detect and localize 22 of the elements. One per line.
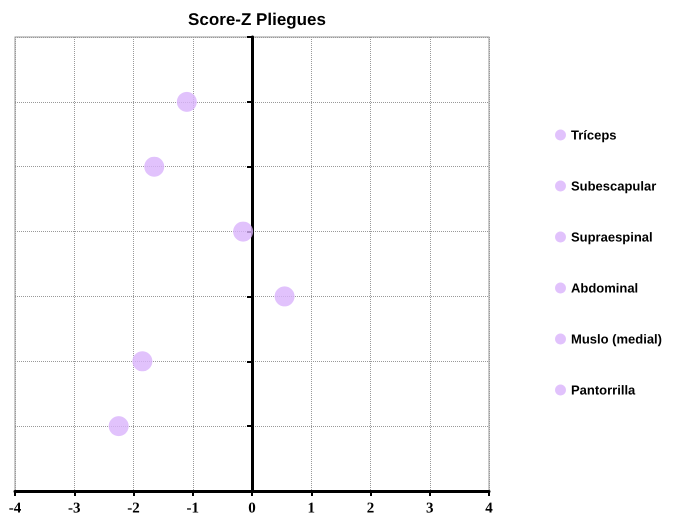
x-tick-label: -1	[186, 500, 199, 516]
legend-label: Muslo (medial)	[570, 332, 662, 346]
point	[144, 156, 164, 177]
x-tick-label: 1	[308, 500, 315, 516]
point	[132, 351, 152, 372]
legend-label: Supraespinal	[570, 230, 653, 244]
legend-label: Subescapular	[570, 178, 656, 194]
x-tick-label: 2	[366, 500, 374, 516]
legend-label: Abdominal	[570, 280, 638, 296]
x-tick-label: 0	[248, 500, 256, 516]
point	[274, 286, 295, 306]
point	[176, 92, 197, 112]
x-tick-label: 4	[485, 500, 494, 516]
point	[108, 416, 129, 436]
legend-label: Tríceps	[570, 128, 617, 142]
x-tick-label: -3	[68, 500, 80, 516]
chart-title: Score-Z Pliegues	[188, 10, 326, 29]
x-tick-label: 3	[426, 500, 434, 516]
x-tick-label: -2	[127, 500, 140, 516]
x-tick-label: -4	[8, 500, 22, 516]
legend-label: Pantorrilla	[570, 382, 636, 398]
point	[233, 222, 254, 242]
